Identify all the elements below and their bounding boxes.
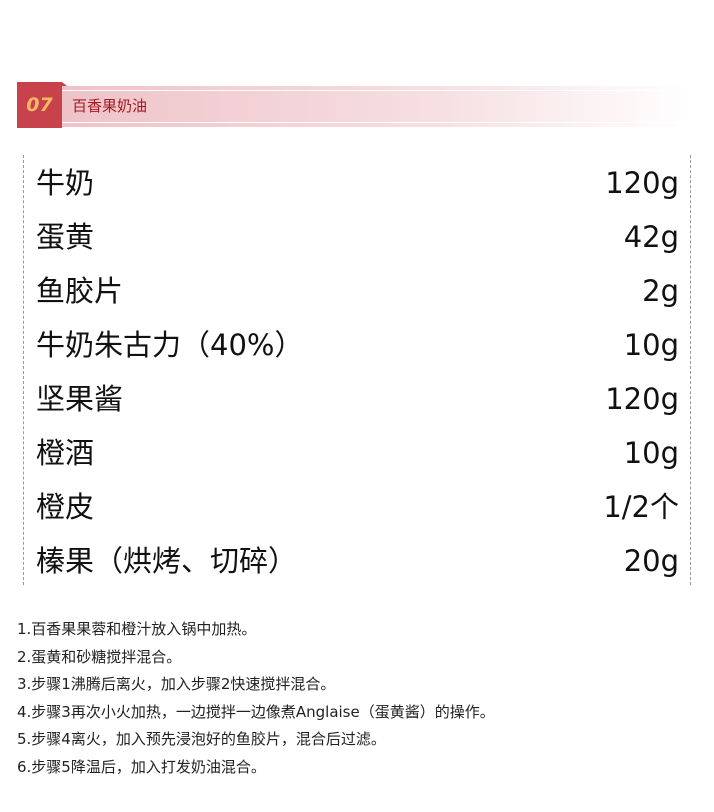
steps-list: 1.百香果果蓉和橙汁放入锅中加热。 2.蛋黄和砂糖搅拌混合。 3.步骤1沸腾后离… — [17, 616, 495, 782]
ingredient-amount: 10g — [623, 436, 679, 470]
ingredient-row: 榛果（烘烤、切碎） 20g — [36, 534, 679, 588]
ingredient-name: 鱼胶片 — [36, 274, 124, 308]
ingredient-amount: 1/2个 — [603, 490, 679, 524]
step-item: 3.步骤1沸腾后离火，加入步骤2快速搅拌混合。 — [17, 675, 336, 694]
step-item: 5.步骤4离火，加入预先浸泡好的鱼胶片，混合后过滤。 — [17, 730, 386, 749]
ingredient-row: 橙皮 1/2个 — [36, 480, 679, 534]
ingredient-name: 橙酒 — [36, 436, 95, 470]
ingredient-row: 橙酒 10g — [36, 426, 679, 480]
ingredient-name: 橙皮 — [36, 490, 95, 524]
ingredient-row: 牛奶朱古力（40%） 10g — [36, 318, 679, 372]
ingredient-name: 蛋黄 — [36, 220, 95, 254]
ingredient-name: 牛奶 — [36, 166, 95, 200]
ingredient-row: 鱼胶片 2g — [36, 264, 679, 318]
step-item: 6.步骤5降温后，加入打发奶油混合。 — [17, 757, 266, 776]
ingredient-name: 牛奶朱古力（40%） — [36, 328, 304, 362]
header-band — [62, 86, 690, 127]
ingredient-amount: 2g — [642, 274, 679, 308]
ingredient-row: 坚果酱 120g — [36, 372, 679, 426]
ingredient-name: 坚果酱 — [36, 382, 124, 416]
section-title: 百香果奶油 — [72, 97, 148, 115]
ingredient-amount: 10g — [623, 328, 679, 362]
section-header: 07 百香果奶油 — [17, 82, 690, 128]
ingredient-amount: 42g — [623, 220, 679, 254]
ingredient-amount: 20g — [623, 544, 679, 578]
step-item: 1.百香果果蓉和橙汁放入锅中加热。 — [17, 620, 257, 638]
ingredient-row: 牛奶 120g — [36, 156, 679, 210]
ingredient-row: 蛋黄 42g — [36, 210, 679, 264]
ingredient-name: 榛果（烘烤、切碎） — [36, 544, 298, 578]
ingredients-table: 牛奶 120g 蛋黄 42g 鱼胶片 2g 牛奶朱古力（40%） 10g 坚果酱 120g… — [23, 155, 691, 585]
ingredient-amount: 120g — [605, 382, 679, 416]
step-item: 4.步骤3再次小火加热，一边搅拌一边像煮Anglaise（蛋黄酱）的操作。 — [17, 702, 495, 721]
ingredient-amount: 120g — [605, 166, 679, 200]
section-number: 07 — [17, 82, 67, 128]
step-item: 2.蛋黄和砂糖搅拌混合。 — [17, 647, 182, 666]
